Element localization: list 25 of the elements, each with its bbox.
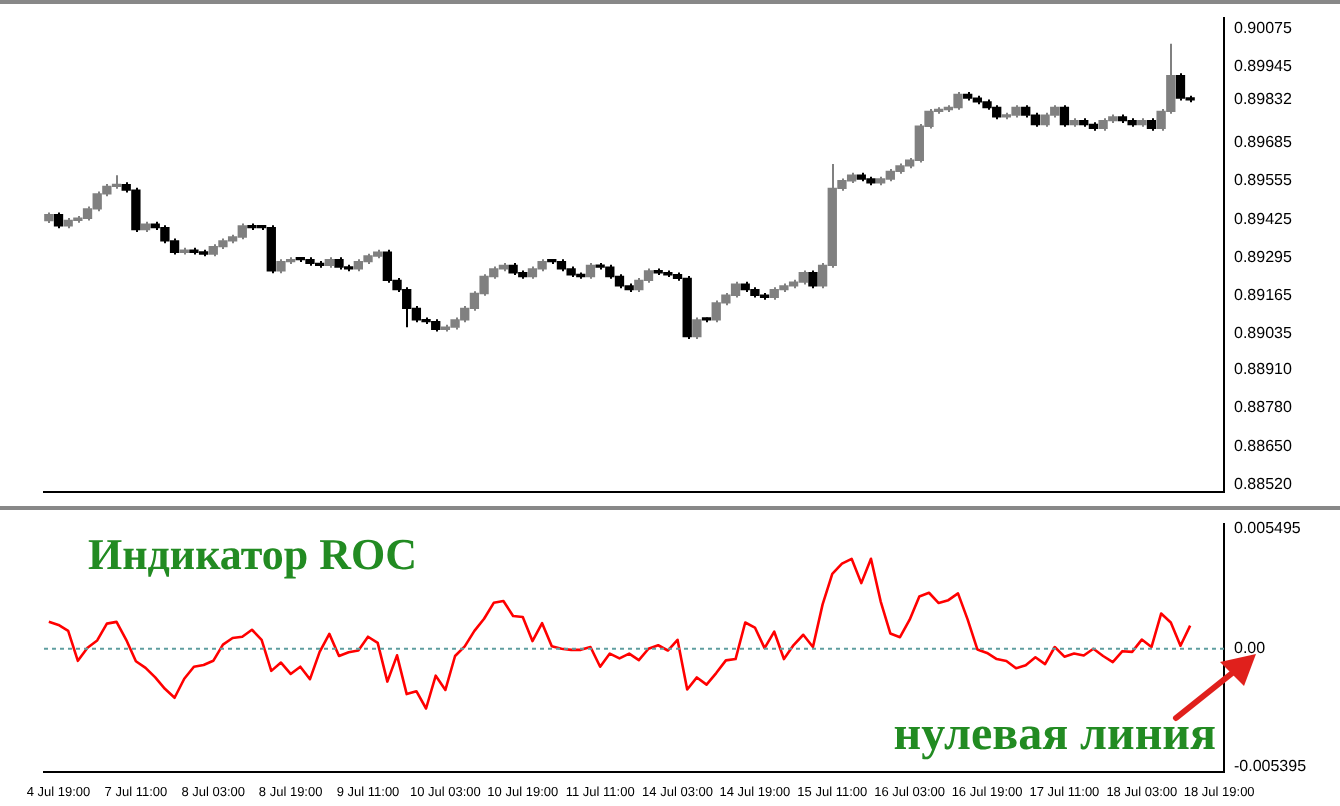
y-tick-label: 0.89165: [1234, 285, 1293, 304]
candlestick: [53, 211, 64, 230]
candlestick: [44, 211, 54, 224]
y-tick-label: 0.88520: [1234, 474, 1293, 493]
y-tick-label: 0.89035: [1234, 323, 1293, 342]
y-tick-label: 0.89832: [1234, 90, 1293, 109]
candlestick: [1146, 117, 1157, 132]
y-tick-label: 0.88650: [1234, 436, 1293, 455]
y-tick-label: 0.88780: [1234, 398, 1293, 417]
candlestick: [1137, 117, 1147, 128]
y-tick-label: 0.89945: [1234, 57, 1293, 76]
candlestick: [1059, 104, 1070, 128]
annotation: нулевая линия: [893, 708, 1217, 761]
candlestick: [1069, 117, 1079, 128]
y-tick-label: 0.89555: [1234, 171, 1293, 190]
y-tick-label: 0.90075: [1234, 19, 1293, 38]
y-tick-label: 0.89685: [1234, 133, 1293, 152]
y-tick-label: 0.89425: [1234, 209, 1293, 228]
y-tick-label: 0.005495: [1234, 518, 1302, 537]
candlestick: [808, 269, 818, 290]
y-tick-label: 0.89295: [1234, 247, 1293, 266]
chart-title: Индикатор ROC: [88, 528, 418, 579]
y-tick-label: 0.00: [1234, 639, 1267, 658]
y-tick-label: -0.005395: [1234, 757, 1308, 776]
y-tick-label: 0.88910: [1234, 360, 1293, 379]
